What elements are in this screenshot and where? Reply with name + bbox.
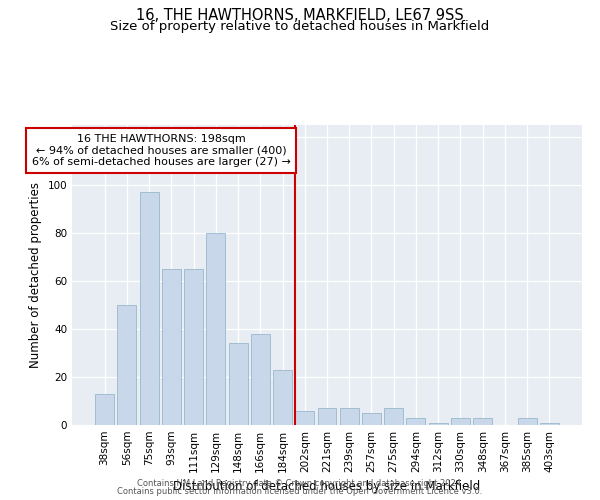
Bar <box>384 408 403 425</box>
Bar <box>451 418 470 425</box>
Text: Contains public sector information licensed under the Open Government Licence v3: Contains public sector information licen… <box>118 487 482 496</box>
Bar <box>317 408 337 425</box>
X-axis label: Distribution of detached houses by size in Markfield: Distribution of detached houses by size … <box>173 480 481 494</box>
Bar <box>295 410 314 425</box>
Bar <box>184 269 203 425</box>
Bar <box>95 394 114 425</box>
Bar <box>162 269 181 425</box>
Bar <box>251 334 270 425</box>
Bar <box>429 422 448 425</box>
Bar <box>362 413 381 425</box>
Text: 16 THE HAWTHORNS: 198sqm
← 94% of detached houses are smaller (400)
6% of semi-d: 16 THE HAWTHORNS: 198sqm ← 94% of detach… <box>32 134 290 167</box>
Bar <box>229 344 248 425</box>
Bar <box>518 418 536 425</box>
Bar <box>206 233 225 425</box>
Text: Size of property relative to detached houses in Markfield: Size of property relative to detached ho… <box>110 20 490 33</box>
Bar <box>273 370 292 425</box>
Text: 16, THE HAWTHORNS, MARKFIELD, LE67 9SS: 16, THE HAWTHORNS, MARKFIELD, LE67 9SS <box>136 8 464 22</box>
Bar <box>406 418 425 425</box>
Y-axis label: Number of detached properties: Number of detached properties <box>29 182 42 368</box>
Bar <box>540 422 559 425</box>
Bar <box>473 418 492 425</box>
Bar <box>340 408 359 425</box>
Text: Contains HM Land Registry data © Crown copyright and database right 2024.: Contains HM Land Registry data © Crown c… <box>137 478 463 488</box>
Bar <box>118 305 136 425</box>
Bar <box>140 192 158 425</box>
